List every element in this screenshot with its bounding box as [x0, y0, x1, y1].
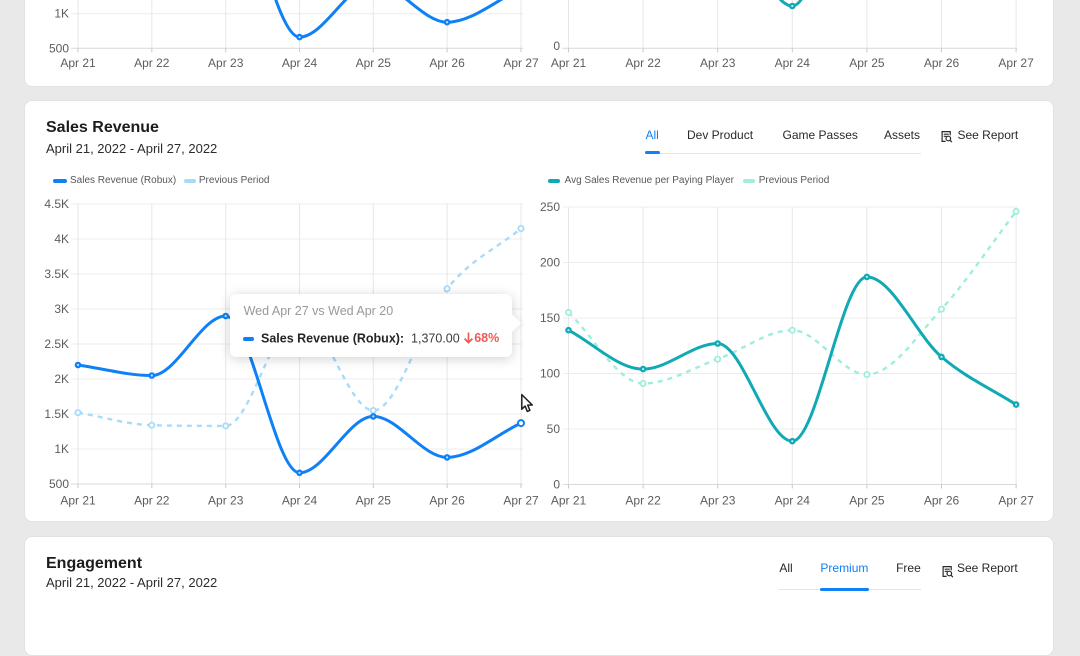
svg-text:Apr 26: Apr 26	[429, 494, 465, 508]
svg-text:Apr 22: Apr 22	[134, 56, 170, 70]
svg-text:1.5K: 1.5K	[44, 407, 69, 421]
svg-text:150: 150	[540, 311, 560, 325]
svg-text:500: 500	[49, 477, 69, 491]
svg-text:Apr 22: Apr 22	[625, 494, 661, 508]
svg-text:3.5K: 3.5K	[44, 267, 69, 281]
svg-text:Apr 27: Apr 27	[998, 494, 1034, 508]
svg-text:500: 500	[49, 41, 69, 55]
svg-text:Apr 27: Apr 27	[998, 56, 1034, 70]
svg-text:Apr 21: Apr 21	[551, 494, 587, 508]
svg-text:Apr 23: Apr 23	[208, 494, 244, 508]
svg-text:Apr 24: Apr 24	[775, 56, 811, 70]
svg-text:Apr 26: Apr 26	[429, 56, 465, 70]
svg-text:Apr 23: Apr 23	[208, 56, 244, 70]
svg-text:Apr 25: Apr 25	[356, 56, 392, 70]
svg-text:200: 200	[540, 256, 560, 270]
svg-text:Apr 26: Apr 26	[924, 56, 960, 70]
svg-text:Apr 24: Apr 24	[282, 56, 318, 70]
svg-text:Apr 24: Apr 24	[775, 494, 811, 508]
svg-text:2.5K: 2.5K	[44, 337, 69, 351]
svg-text:Apr 27: Apr 27	[503, 494, 539, 508]
svg-text:Apr 25: Apr 25	[356, 494, 392, 508]
svg-text:Apr 22: Apr 22	[134, 494, 170, 508]
svg-text:1K: 1K	[54, 7, 69, 21]
svg-text:Apr 21: Apr 21	[60, 494, 96, 508]
svg-text:2K: 2K	[54, 372, 69, 386]
svg-text:50: 50	[547, 422, 561, 436]
svg-text:Apr 27: Apr 27	[503, 56, 539, 70]
svg-text:Apr 23: Apr 23	[700, 56, 736, 70]
svg-text:100: 100	[540, 367, 560, 381]
svg-text:Apr 22: Apr 22	[625, 56, 661, 70]
svg-text:4.5K: 4.5K	[44, 197, 69, 211]
svg-text:Apr 25: Apr 25	[849, 56, 885, 70]
svg-text:Apr 26: Apr 26	[924, 494, 960, 508]
svg-text:Apr 24: Apr 24	[282, 494, 318, 508]
svg-text:0: 0	[553, 478, 560, 492]
svg-text:Apr 25: Apr 25	[849, 494, 885, 508]
svg-text:3K: 3K	[54, 302, 69, 316]
svg-text:Apr 21: Apr 21	[60, 56, 96, 70]
svg-text:250: 250	[540, 200, 560, 214]
svg-text:4K: 4K	[54, 232, 69, 246]
svg-text:0: 0	[553, 39, 560, 53]
svg-text:1K: 1K	[54, 442, 69, 456]
svg-text:Apr 21: Apr 21	[551, 56, 587, 70]
svg-text:Apr 23: Apr 23	[700, 494, 736, 508]
